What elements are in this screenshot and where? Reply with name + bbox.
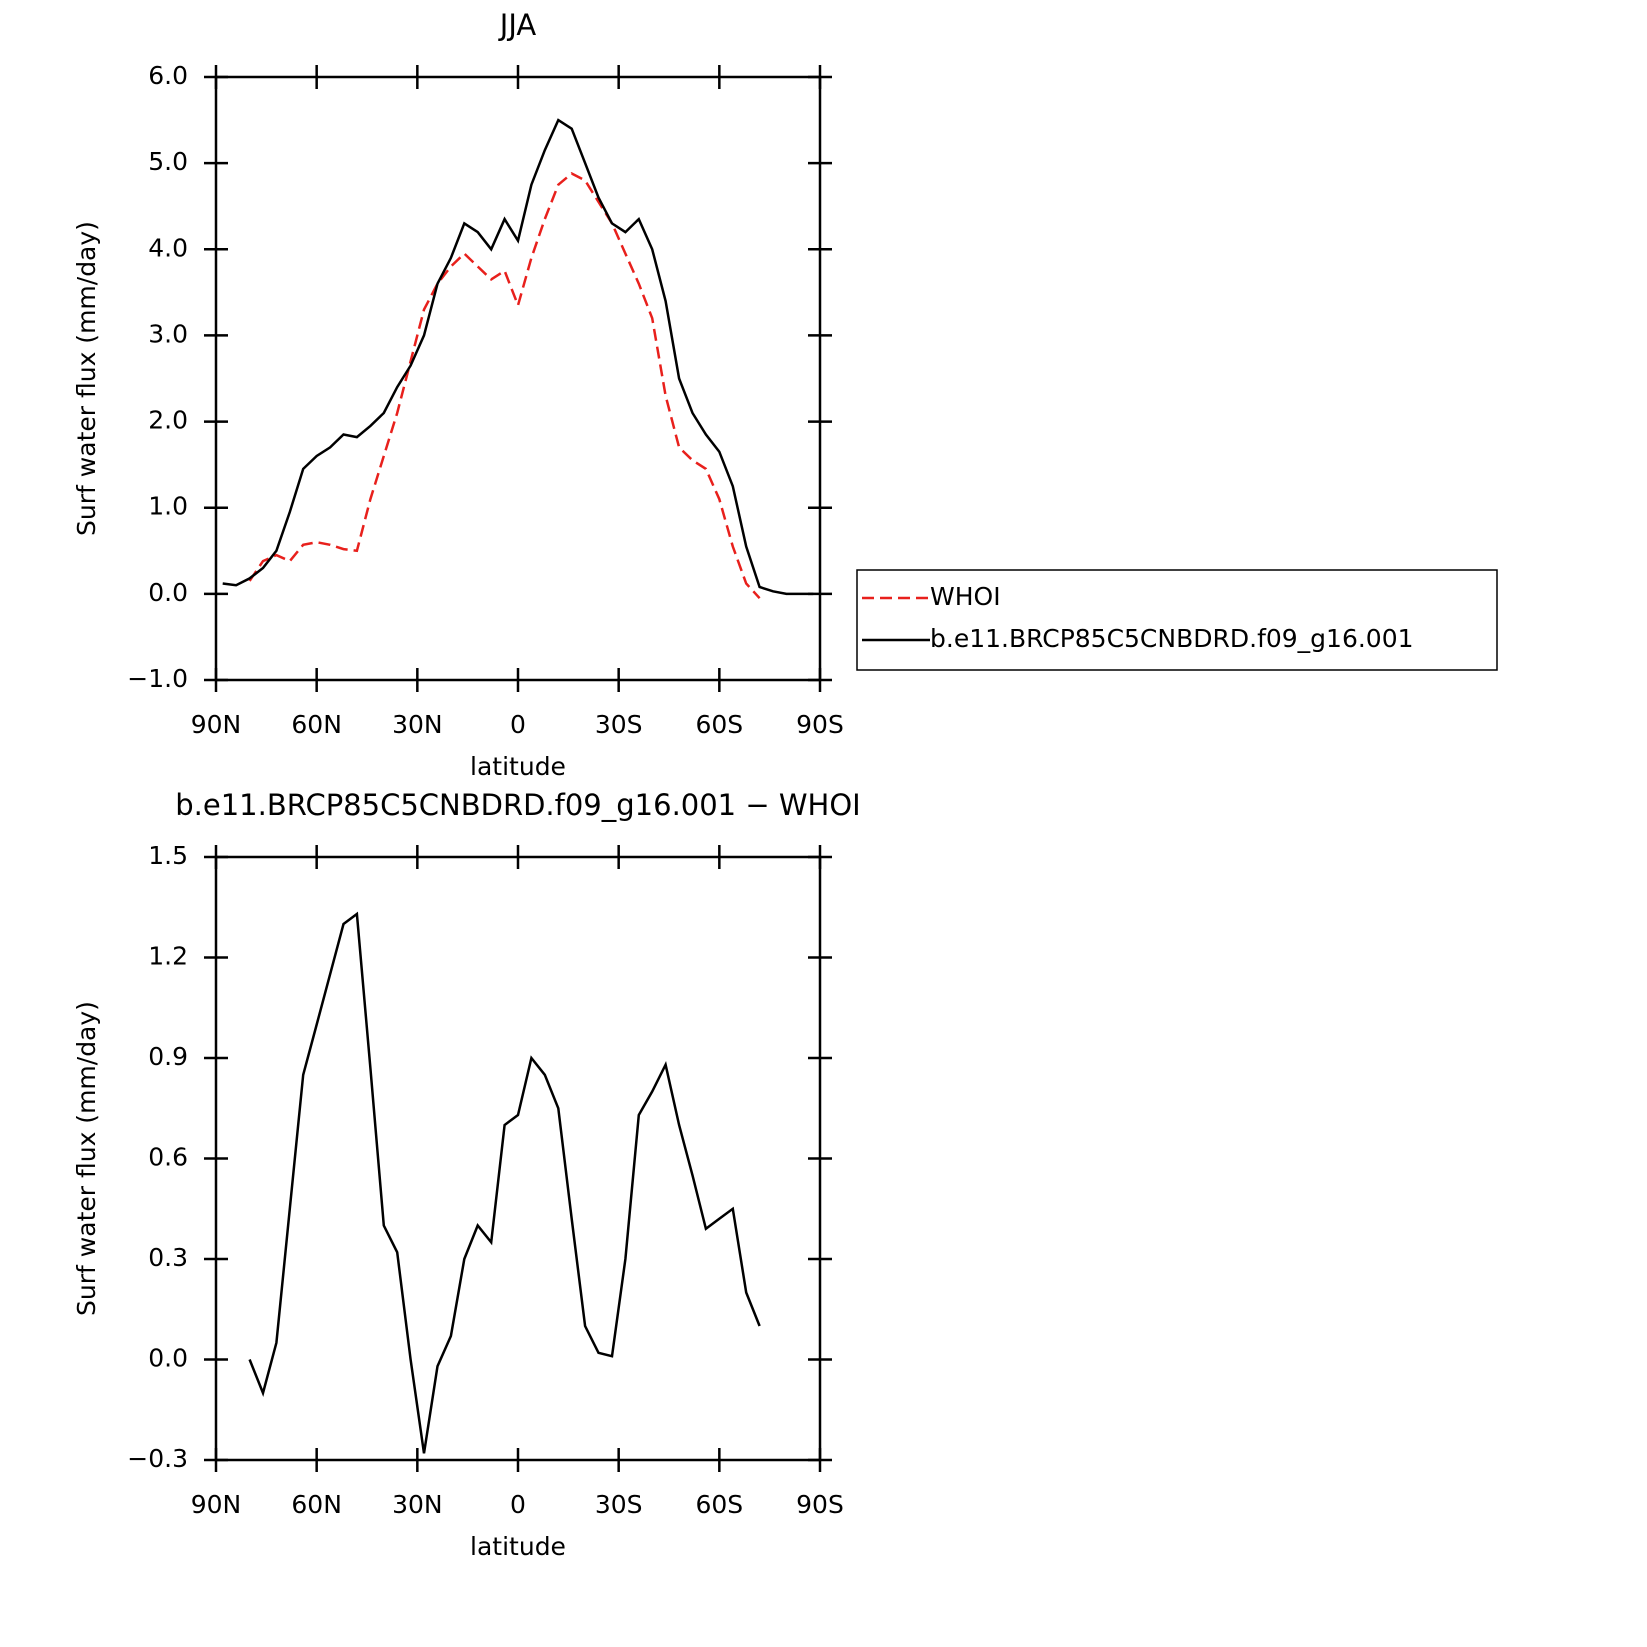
legend-label: WHOI (930, 582, 1001, 611)
x-tick-label: 90N (191, 710, 242, 739)
x-tick-label: 90S (796, 1490, 844, 1519)
x-tick-label: 0 (510, 1490, 526, 1519)
y-axis-label: Surf water flux (mm/day) (72, 221, 101, 536)
y-tick-label: 3.0 (148, 319, 188, 348)
x-tick-label: 90N (191, 1490, 242, 1519)
legend-label: b.e11.BRCP85C5CNBDRD.f09_g16.001 (930, 624, 1414, 653)
x-tick-label: 30N (392, 1490, 443, 1519)
y-tick-label: 2.0 (148, 406, 188, 435)
y-tick-label: −0.3 (127, 1444, 188, 1473)
chart-title: JJA (498, 8, 537, 42)
data-line (248, 911, 761, 1454)
plot-frame (214, 855, 822, 1462)
legend-box (856, 569, 1498, 671)
x-axis-label: latitude (470, 1532, 566, 1561)
y-tick-label: 0.0 (148, 578, 188, 607)
y-tick-label: 0.6 (148, 1143, 188, 1172)
data-line (222, 118, 814, 596)
y-tick-label: 5.0 (148, 147, 188, 176)
x-tick-label: 30N (392, 710, 443, 739)
y-tick-label: 0.9 (148, 1042, 188, 1071)
x-tick-label: 0 (510, 710, 526, 739)
x-tick-label: 30S (595, 1490, 643, 1519)
x-tick-label: 60S (695, 710, 743, 739)
plot-frame (214, 75, 822, 682)
y-tick-label: 0.0 (148, 1344, 188, 1373)
y-tick-label: 4.0 (148, 233, 188, 262)
y-tick-label: −1.0 (127, 664, 188, 693)
x-tick-label: 60N (291, 710, 342, 739)
y-tick-label: 0.3 (148, 1243, 188, 1272)
x-tick-label: 60S (695, 1490, 743, 1519)
x-tick-label: 60N (291, 1490, 342, 1519)
x-tick-label: 30S (595, 710, 643, 739)
y-tick-label: 1.0 (148, 492, 188, 521)
y-axis-label: Surf water flux (mm/day) (72, 1001, 101, 1316)
x-axis-label: latitude (470, 752, 566, 781)
y-tick-label: 6.0 (148, 61, 188, 90)
x-tick-label: 90S (796, 710, 844, 739)
y-tick-label: 1.2 (148, 942, 188, 971)
chart-title: b.e11.BRCP85C5CNBDRD.f09_g16.001 − WHOI (175, 788, 860, 822)
y-tick-label: 1.5 (148, 841, 188, 870)
